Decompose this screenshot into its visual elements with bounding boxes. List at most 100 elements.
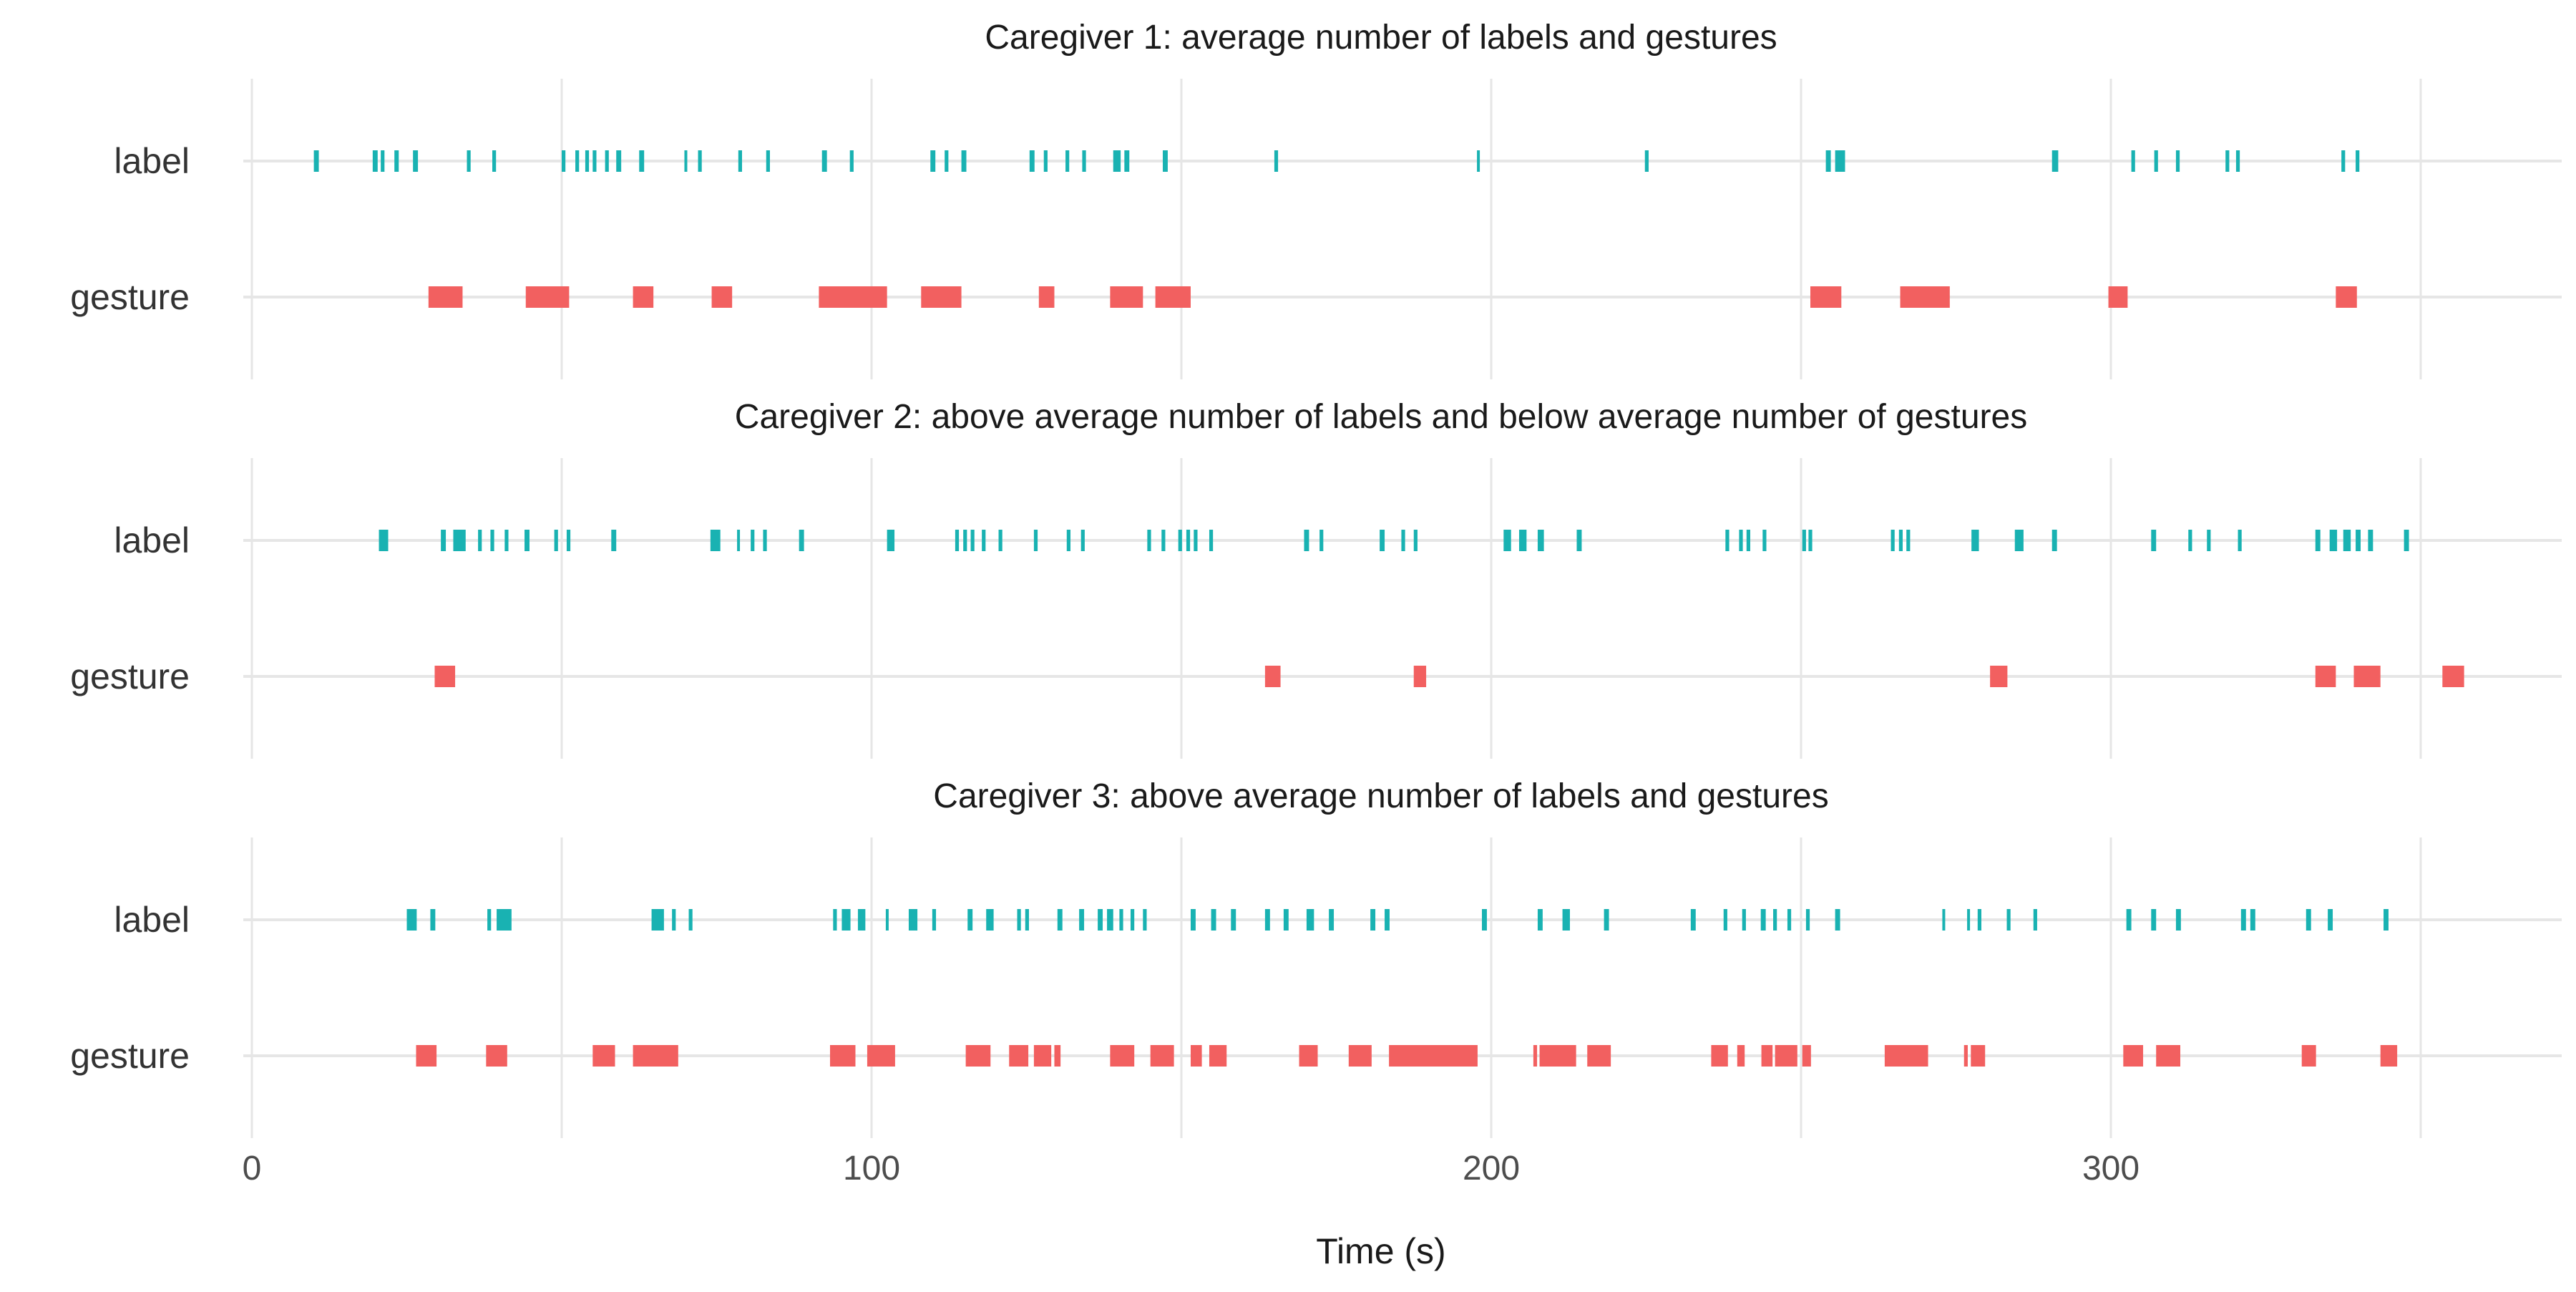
label-event (1604, 909, 1609, 931)
label-event (2343, 530, 2351, 551)
gesture-event (1539, 1045, 1576, 1067)
label-event (453, 530, 466, 551)
label-event (1107, 909, 1113, 931)
gesture-event (486, 1045, 507, 1067)
label-event (525, 530, 530, 551)
label-event (1370, 909, 1376, 931)
label-event (1477, 150, 1480, 172)
label-event (799, 530, 804, 551)
label-event (710, 530, 721, 551)
label-event (2126, 909, 2132, 931)
label-event (998, 530, 1002, 551)
label-event (1725, 530, 1729, 551)
label-event (2356, 150, 2360, 172)
gesture-event (1110, 286, 1143, 308)
label-event (497, 909, 512, 931)
gesture-event (867, 1045, 895, 1067)
gesture-event (1884, 1045, 1928, 1067)
panel-title: Caregiver 3: above average number of lab… (933, 777, 1828, 815)
gesture-event (2156, 1045, 2180, 1067)
gesture-event (829, 1045, 856, 1067)
row-label-label: label (114, 520, 190, 560)
label-event (1082, 150, 1086, 172)
label-event (1080, 530, 1085, 551)
label-event (1319, 530, 1324, 551)
label-event (1194, 530, 1198, 551)
label-event (1380, 530, 1385, 551)
x-tick-label: 200 (1463, 1150, 1520, 1187)
gesture-event (2108, 286, 2128, 308)
label-event (1025, 909, 1029, 931)
x-axis-title: Time (s) (1316, 1231, 1445, 1271)
label-event (616, 150, 622, 172)
label-event (1762, 530, 1767, 551)
label-event (821, 150, 827, 172)
label-event (2225, 150, 2230, 172)
label-event (1805, 909, 1810, 931)
label-event (1518, 530, 1527, 551)
label-event (2341, 150, 2346, 172)
label-event (1537, 909, 1543, 931)
label-event (379, 530, 389, 551)
gesture-event (1413, 666, 1427, 687)
label-event (2329, 530, 2338, 551)
label-event (684, 150, 688, 172)
gesture-event (633, 286, 654, 308)
gesture-event (1389, 1045, 1478, 1067)
label-event (406, 909, 417, 931)
label-event (1760, 909, 1766, 931)
label-event (639, 150, 645, 172)
label-event (887, 530, 895, 551)
gesture-event (2442, 666, 2464, 687)
label-event (1898, 530, 1903, 551)
label-event (313, 150, 319, 172)
label-event (1066, 530, 1070, 551)
label-event (2033, 909, 2037, 931)
label-event (967, 909, 973, 931)
gesture-event (1990, 666, 2008, 687)
label-event (2131, 150, 2135, 172)
label-event (2188, 530, 2192, 551)
label-event (1835, 909, 1840, 931)
gesture-event (1033, 1045, 1052, 1067)
label-event (1977, 909, 1982, 931)
gesture-event (1009, 1045, 1029, 1067)
label-event (487, 909, 492, 931)
label-event (688, 909, 693, 931)
label-event (955, 530, 960, 551)
label-event (490, 530, 494, 551)
gesture-event (1299, 1045, 1318, 1067)
label-event (1773, 909, 1777, 931)
label-event (1644, 150, 1649, 172)
gesture-event (1900, 286, 1950, 308)
label-event (1017, 909, 1021, 931)
label-event (1329, 909, 1335, 931)
label-event (2315, 530, 2321, 551)
row-label-label: label (114, 900, 190, 940)
label-event (1835, 150, 1845, 172)
row-label-gesture: gesture (70, 1036, 190, 1076)
x-tick-label: 300 (2082, 1150, 2140, 1187)
label-event (2384, 909, 2389, 931)
label-event (2238, 530, 2242, 551)
label-event (982, 530, 986, 551)
x-tick-label: 100 (843, 1150, 900, 1187)
gesture-event (434, 666, 456, 687)
label-event (1130, 909, 1135, 931)
gesture-event (2353, 666, 2381, 687)
label-event (566, 530, 571, 551)
label-event (381, 150, 385, 172)
label-event (1033, 530, 1038, 551)
label-event (1209, 530, 1214, 551)
label-event (841, 909, 851, 931)
label-event (1231, 909, 1236, 931)
label-event (738, 150, 743, 172)
label-event (1890, 530, 1895, 551)
label-event (1825, 150, 1831, 172)
gesture-event (2123, 1045, 2144, 1067)
label-event (970, 530, 975, 551)
label-event (751, 530, 755, 551)
gesture-event (1150, 1045, 1174, 1067)
gesture-event (1775, 1045, 1797, 1067)
gesture-event (1737, 1045, 1745, 1067)
